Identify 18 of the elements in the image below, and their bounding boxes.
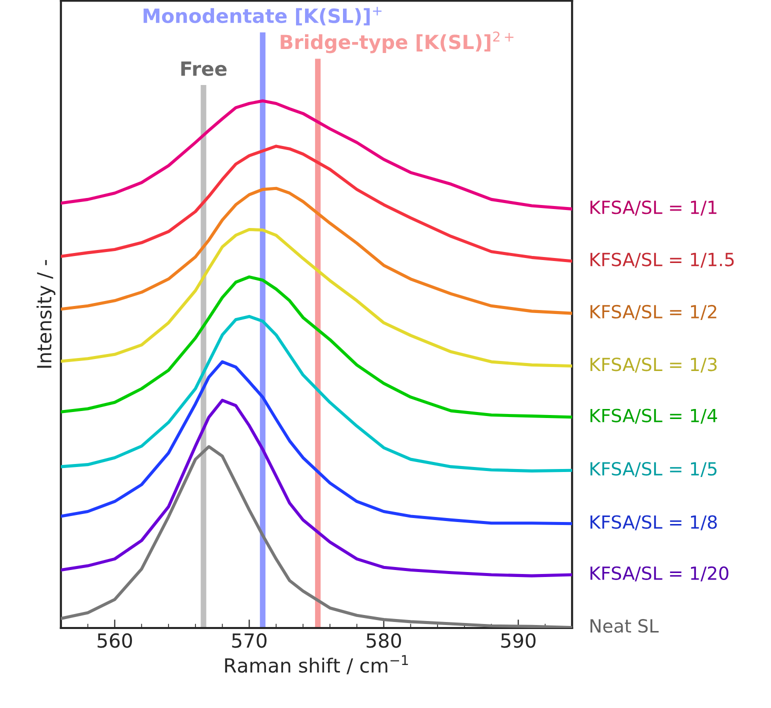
x-tick-label: 570: [232, 633, 266, 648]
series-label: KFSA/SL = 1/20: [590, 566, 728, 582]
series-label: KFSA/SL = 1/8: [590, 515, 717, 530]
x-tick-label: 560: [98, 633, 132, 648]
series-label: Neat SL: [590, 619, 659, 633]
ref-line-label: Free: [181, 62, 227, 76]
x-axis-title: Raman shift / cm$^{−1}$: [225, 655, 408, 674]
ref-line-label: Monodentate [K(SL)]$^{+}$: [144, 6, 382, 26]
x-tick-label: 580: [366, 633, 402, 648]
y-axis-title: Intensity / -: [36, 260, 56, 368]
series-label: KFSA/SL = 1/5: [590, 462, 716, 478]
series-label: KFSA/SL = 1/1.5: [590, 252, 734, 268]
series-label: KFSA/SL = 1/1: [590, 200, 716, 216]
x-tick-label: 590: [501, 633, 536, 648]
series-label: KFSA/SL = 1/2: [590, 304, 716, 320]
series-label: KFSA/SL = 1/3: [590, 358, 717, 373]
ref-line-label: Bridge-type [K(SL)]$^{2+}$: [280, 31, 514, 54]
series-label: KFSA/SL = 1/4: [590, 408, 718, 424]
